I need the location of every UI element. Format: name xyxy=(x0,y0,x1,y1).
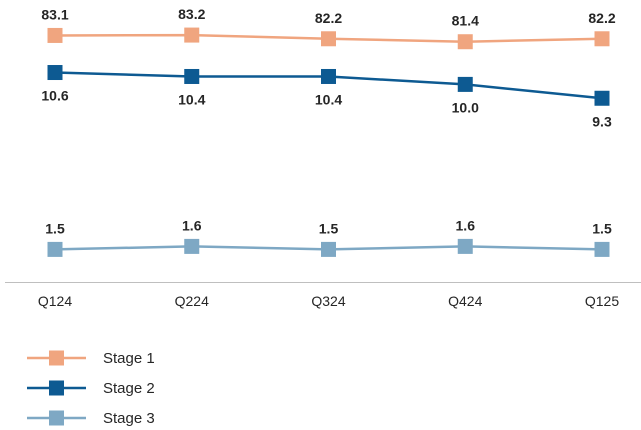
data-label: 81.4 xyxy=(452,13,479,29)
data-point-marker xyxy=(457,238,473,254)
data-point-marker xyxy=(321,241,336,257)
legend-label: Stage 2 xyxy=(103,380,155,397)
data-point-marker xyxy=(457,76,473,92)
x-tick-label: Q324 xyxy=(311,293,345,309)
legend-marker xyxy=(49,410,64,426)
data-label: 83.2 xyxy=(178,6,205,22)
data-point-marker xyxy=(184,27,200,43)
data-label: 1.5 xyxy=(319,220,339,236)
data-point-marker xyxy=(321,31,336,47)
legend-marker xyxy=(49,380,64,396)
x-tick-label: Q424 xyxy=(448,293,482,309)
data-label: 10.0 xyxy=(452,99,479,115)
data-label: 10.4 xyxy=(315,91,342,107)
x-tick-label: Q124 xyxy=(38,293,72,309)
data-label: 10.6 xyxy=(41,88,68,104)
data-point-marker xyxy=(184,238,200,254)
data-point-marker xyxy=(47,27,63,43)
data-label: 82.2 xyxy=(315,10,342,26)
data-point-marker xyxy=(321,68,336,84)
data-label: 1.6 xyxy=(182,217,202,233)
data-label: 1.5 xyxy=(592,220,612,236)
x-tick-label: Q125 xyxy=(585,293,619,309)
data-point-marker xyxy=(47,241,63,257)
data-point-marker xyxy=(594,241,610,257)
data-point-marker xyxy=(47,65,63,81)
data-point-marker xyxy=(457,34,473,50)
legend-label: Stage 3 xyxy=(103,410,155,427)
data-point-marker xyxy=(184,68,200,84)
data-label: 82.2 xyxy=(588,10,615,26)
data-point-marker xyxy=(594,90,610,106)
data-label: 1.6 xyxy=(456,217,476,233)
data-label: 9.3 xyxy=(592,113,612,129)
legend-label: Stage 1 xyxy=(103,350,155,367)
data-point-marker xyxy=(594,31,610,47)
legend-marker xyxy=(49,350,64,366)
x-tick-label: Q224 xyxy=(175,293,209,309)
data-label: 83.1 xyxy=(41,6,68,22)
data-label: 1.5 xyxy=(45,220,65,236)
data-label: 10.4 xyxy=(178,91,205,107)
